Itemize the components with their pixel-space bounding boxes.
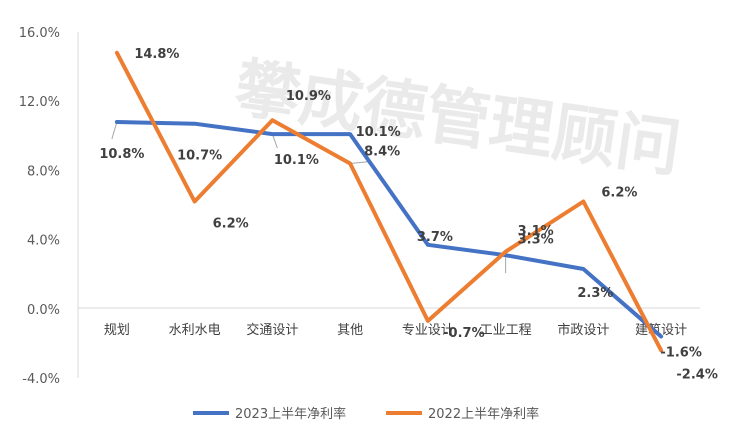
category-label: 交通设计: [246, 322, 298, 338]
data-label: -2.4%: [676, 367, 717, 382]
series-line-0: [114, 120, 664, 339]
legend-label: 2023上半年净利率: [235, 406, 346, 422]
data-label: 6.2%: [213, 217, 249, 232]
data-label: 8.4%: [364, 144, 400, 159]
y-tick-labels: -4.0% 0.0% 4.0% 8.0% 12.0% 16.0%: [19, 26, 60, 387]
y-tick-label: -4.0%: [22, 372, 60, 387]
category-label: 工业工程: [480, 323, 532, 338]
y-tick-label: 8.0%: [27, 164, 60, 179]
legend: 2023上半年净利率 2022上半年净利率: [193, 406, 539, 422]
data-label: 10.1%: [274, 153, 319, 168]
data-label: 10.8%: [99, 147, 144, 162]
category-label: 规划: [104, 323, 130, 338]
category-label: 专业设计: [402, 323, 454, 338]
legend-label: 2022上半年净利率: [428, 406, 539, 422]
series-lines: [114, 50, 664, 353]
data-label: 10.7%: [177, 149, 222, 164]
data-label: 3.7%: [417, 230, 453, 245]
y-tick-label: 4.0%: [27, 234, 60, 249]
category-label: 其他: [337, 323, 363, 338]
data-labels: 10.8% 10.7% 10.1% 10.1% 3.7% 3.1% 2.3% -1.6% 14.…: [99, 47, 718, 383]
data-label: -1.6%: [660, 345, 701, 360]
category-label: 市政设计: [557, 322, 609, 338]
data-label: 10.1%: [356, 125, 401, 140]
y-tick-label: 0.0%: [27, 303, 60, 318]
data-label: 6.2%: [601, 186, 637, 201]
leader-line: [111, 121, 118, 140]
label-leader-lines: [111, 121, 507, 274]
data-label: 2.3%: [577, 286, 613, 301]
data-label: 3.3%: [518, 233, 554, 248]
category-label: 水利水电: [169, 323, 221, 338]
leader-line: [271, 133, 278, 149]
leader-line: [350, 160, 371, 164]
y-tick-label: 16.0%: [19, 26, 60, 41]
y-tick-label: 12.0%: [19, 95, 60, 110]
data-label: 14.8%: [134, 47, 179, 62]
series-line-1: [114, 50, 664, 353]
data-label: 10.9%: [286, 89, 331, 104]
category-labels: 规划 水利水电 交通设计 其他 专业设计 工业工程 市政设计 建筑设计: [104, 322, 687, 338]
data-label: 3.1%: [518, 224, 554, 239]
data-label: -0.7%: [443, 326, 484, 341]
